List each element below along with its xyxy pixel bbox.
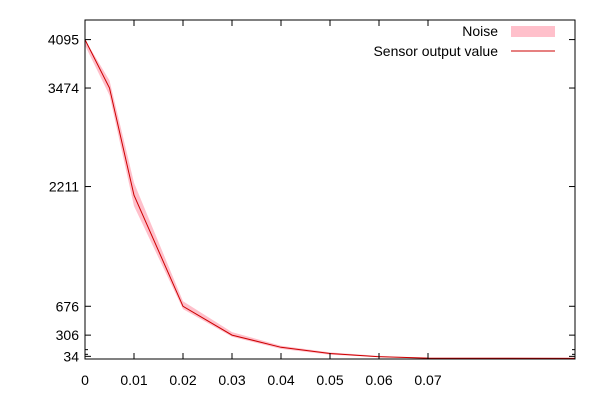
y-tick-label: 676 xyxy=(56,298,80,314)
y-tick-label: 4095 xyxy=(48,32,79,48)
x-tick-label: 0 xyxy=(81,372,89,388)
plot-frame xyxy=(84,19,576,360)
x-tick-label: 0.04 xyxy=(267,372,294,388)
x-tick-label: 0.05 xyxy=(316,372,343,388)
plot-area xyxy=(84,39,576,359)
x-tick-label: 0.06 xyxy=(365,372,392,388)
noise-band xyxy=(85,39,575,359)
x-tick-label: 0.07 xyxy=(414,372,441,388)
x-tick-label: 0.01 xyxy=(120,372,147,388)
legend-label-noise: Noise xyxy=(462,23,498,39)
legend-swatch-noise xyxy=(511,26,555,37)
sensor-output-line xyxy=(84,39,576,359)
y-tick-label: 34 xyxy=(63,348,79,364)
axis-ticks: 0 0.01 0.02 0.03 0.04 0.05 0.06 0.07 34 306 676 221… xyxy=(48,20,575,388)
y-tick-label: 306 xyxy=(56,327,80,343)
y-tick-label: 3474 xyxy=(48,80,79,96)
legend: Noise Sensor output value xyxy=(373,23,555,59)
legend-label-sensor: Sensor output value xyxy=(373,43,498,59)
y-tick-label: 2211 xyxy=(49,179,79,195)
x-tick-label: 0.02 xyxy=(169,372,196,388)
x-tick-label: 0.03 xyxy=(218,372,245,388)
